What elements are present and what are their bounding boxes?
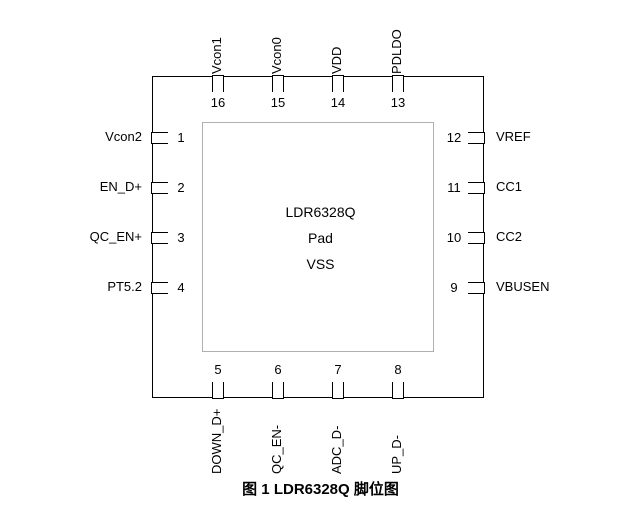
pin-number: 16: [206, 94, 230, 112]
pin-number: 14: [326, 94, 350, 112]
pin-label: UP_D-: [389, 404, 404, 474]
pin-label: EN_D+: [52, 179, 142, 194]
pin-number: 4: [170, 279, 192, 297]
pin-pad: [272, 382, 284, 399]
pin-pad: [151, 232, 168, 244]
pin-number: 8: [386, 361, 410, 379]
pin-number: 1: [170, 129, 192, 147]
figure-caption: 图 1 LDR6328Q 脚位图: [0, 478, 641, 499]
pin-number: 12: [442, 129, 466, 147]
pin-pad: [272, 75, 284, 92]
pin-number: 3: [170, 229, 192, 247]
pin-label: Vcon1: [209, 4, 224, 74]
pin-label: VBUSEN: [496, 279, 586, 294]
pin-pad: [392, 382, 404, 399]
pin-pad: [468, 282, 485, 294]
pin-label: VDD: [329, 4, 344, 74]
pin-number: 2: [170, 179, 192, 197]
pin-label: CC2: [496, 229, 586, 244]
pin-label: QC_EN-: [269, 404, 284, 474]
pin-label: CC1: [496, 179, 586, 194]
pin-pad: [468, 232, 485, 244]
pin-pad: [151, 282, 168, 294]
pin-pad: [151, 132, 168, 144]
pin-label: PT5.2: [52, 279, 142, 294]
pin-pad: [212, 382, 224, 399]
pin-label: Vcon0: [269, 4, 284, 74]
pin-pad: [392, 75, 404, 92]
diagram-canvas: LDR6328QPadVSS 1Vcon22EN_D+3QC_EN+4PT5.2…: [0, 0, 641, 506]
chip-center-line: LDR6328Q: [0, 204, 641, 220]
pin-label: VREF: [496, 129, 586, 144]
pin-number: 10: [442, 229, 466, 247]
pin-number: 11: [442, 179, 466, 197]
pin-pad: [468, 182, 485, 194]
pin-number: 13: [386, 94, 410, 112]
chip-center-line: VSS: [0, 256, 641, 272]
pin-pad: [332, 75, 344, 92]
pin-label: ADC_D-: [329, 404, 344, 474]
pin-label: DOWN_D+: [209, 404, 224, 474]
pin-pad: [151, 182, 168, 194]
pin-label: Vcon2: [52, 129, 142, 144]
pin-number: 5: [206, 361, 230, 379]
pin-label: QC_EN+: [52, 229, 142, 244]
pin-number: 7: [326, 361, 350, 379]
pin-pad: [332, 382, 344, 399]
pin-number: 6: [266, 361, 290, 379]
pin-pad: [212, 75, 224, 92]
pin-label: PDLDO: [389, 4, 404, 74]
pin-number: 9: [442, 279, 466, 297]
pin-number: 15: [266, 94, 290, 112]
pin-pad: [468, 132, 485, 144]
